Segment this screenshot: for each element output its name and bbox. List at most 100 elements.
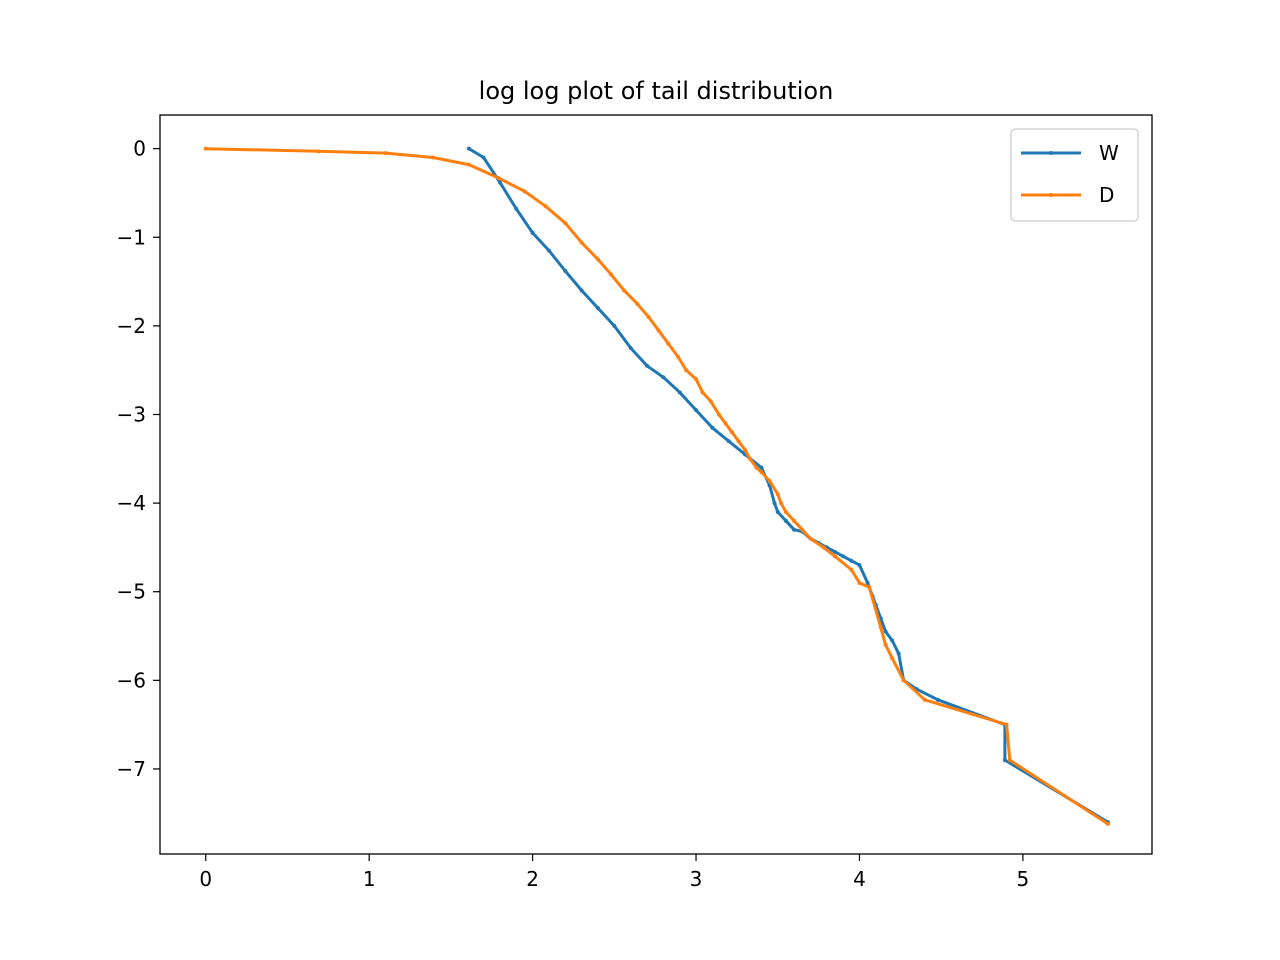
data-point-w <box>710 426 714 430</box>
data-point-d <box>204 147 208 151</box>
data-point-w <box>547 249 551 253</box>
data-point-w <box>936 698 940 702</box>
y-tick-label: −5 <box>117 580 146 604</box>
data-point-d <box>849 568 853 572</box>
data-point-w <box>841 554 845 558</box>
x-tick-label: 3 <box>690 867 703 891</box>
data-point-d <box>522 189 526 193</box>
legend-marker-w <box>1049 151 1053 155</box>
data-point-d <box>755 466 759 470</box>
data-point-w <box>629 346 633 350</box>
data-point-d <box>596 257 600 261</box>
data-point-w <box>890 638 894 642</box>
data-point-d <box>800 528 804 532</box>
data-point-d <box>1005 723 1009 727</box>
data-point-d <box>467 163 471 167</box>
data-point-d <box>656 328 660 332</box>
data-point-d <box>833 554 837 558</box>
data-point-w <box>694 408 698 412</box>
data-point-d <box>890 656 894 660</box>
data-point-d <box>748 457 752 461</box>
data-point-d <box>544 204 548 208</box>
legend-box <box>1011 129 1138 221</box>
data-point-w <box>857 563 861 567</box>
data-point-w <box>563 269 567 273</box>
data-point-d <box>709 399 713 403</box>
data-point-w <box>784 519 788 523</box>
data-point-d <box>784 510 788 514</box>
data-point-d <box>609 272 613 276</box>
data-point-w <box>467 147 471 151</box>
data-point-d <box>923 698 927 702</box>
data-point-d <box>622 288 626 292</box>
data-point-d <box>822 545 826 549</box>
data-point-d <box>792 519 796 523</box>
data-point-d <box>384 151 388 155</box>
data-point-w <box>596 306 600 310</box>
data-point-d <box>563 221 567 225</box>
legend-label-w: W <box>1099 141 1119 165</box>
data-point-d <box>1106 822 1110 826</box>
data-point-w <box>776 510 780 514</box>
data-point-d <box>666 342 670 346</box>
data-point-w <box>580 288 584 292</box>
data-point-d <box>867 585 871 589</box>
x-tick-label: 4 <box>853 867 866 891</box>
data-point-d <box>857 581 861 585</box>
data-point-w <box>884 630 888 634</box>
data-point-d <box>694 377 698 381</box>
data-point-w <box>727 439 731 443</box>
data-point-d <box>779 501 783 505</box>
data-point-d <box>580 241 584 245</box>
data-point-d <box>730 430 734 434</box>
x-tick-label: 2 <box>526 867 539 891</box>
data-point-w <box>1003 758 1007 762</box>
data-point-w <box>531 231 535 235</box>
y-tick-label: −6 <box>117 668 146 692</box>
data-point-w <box>849 559 853 563</box>
y-tick-label: 0 <box>133 137 146 161</box>
data-point-d <box>635 302 639 306</box>
data-point-w <box>645 364 649 368</box>
data-point-d <box>701 390 705 394</box>
legend-marker-d <box>1049 193 1053 197</box>
data-point-d <box>737 439 741 443</box>
data-point-w <box>678 390 682 394</box>
data-point-d <box>884 643 888 647</box>
data-point-w <box>482 156 486 160</box>
data-point-d <box>317 149 321 153</box>
data-point-w <box>661 375 665 379</box>
data-point-w <box>612 324 616 328</box>
data-point-d <box>723 421 727 425</box>
data-point-d <box>717 412 721 416</box>
legend: WD <box>1011 129 1138 221</box>
legend-label-d: D <box>1099 183 1114 207</box>
data-point-d <box>496 176 500 180</box>
data-point-d <box>431 156 435 160</box>
x-tick-label: 0 <box>199 867 212 891</box>
data-point-d <box>743 448 747 452</box>
y-tick-label: −1 <box>117 225 146 249</box>
x-tick-label: 1 <box>363 867 376 891</box>
data-point-w <box>897 652 901 656</box>
data-point-d <box>808 537 812 541</box>
data-point-d <box>759 470 763 474</box>
data-point-d <box>768 479 772 483</box>
y-tick-label: −2 <box>117 314 146 338</box>
data-point-w <box>792 528 796 532</box>
data-point-d <box>879 625 883 629</box>
data-point-d <box>1008 758 1012 762</box>
data-point-w <box>833 550 837 554</box>
chart-title: log log plot of tail distribution <box>479 77 834 105</box>
data-point-d <box>776 492 780 496</box>
data-point-d <box>684 368 688 372</box>
data-point-d <box>647 315 651 319</box>
y-tick-label: −4 <box>117 491 146 515</box>
data-point-w <box>772 501 776 505</box>
y-tick-label: −7 <box>117 757 146 781</box>
x-tick-label: 5 <box>1017 867 1030 891</box>
y-tick-label: −3 <box>117 402 146 426</box>
data-point-w <box>514 207 518 211</box>
data-point-w <box>866 581 870 585</box>
